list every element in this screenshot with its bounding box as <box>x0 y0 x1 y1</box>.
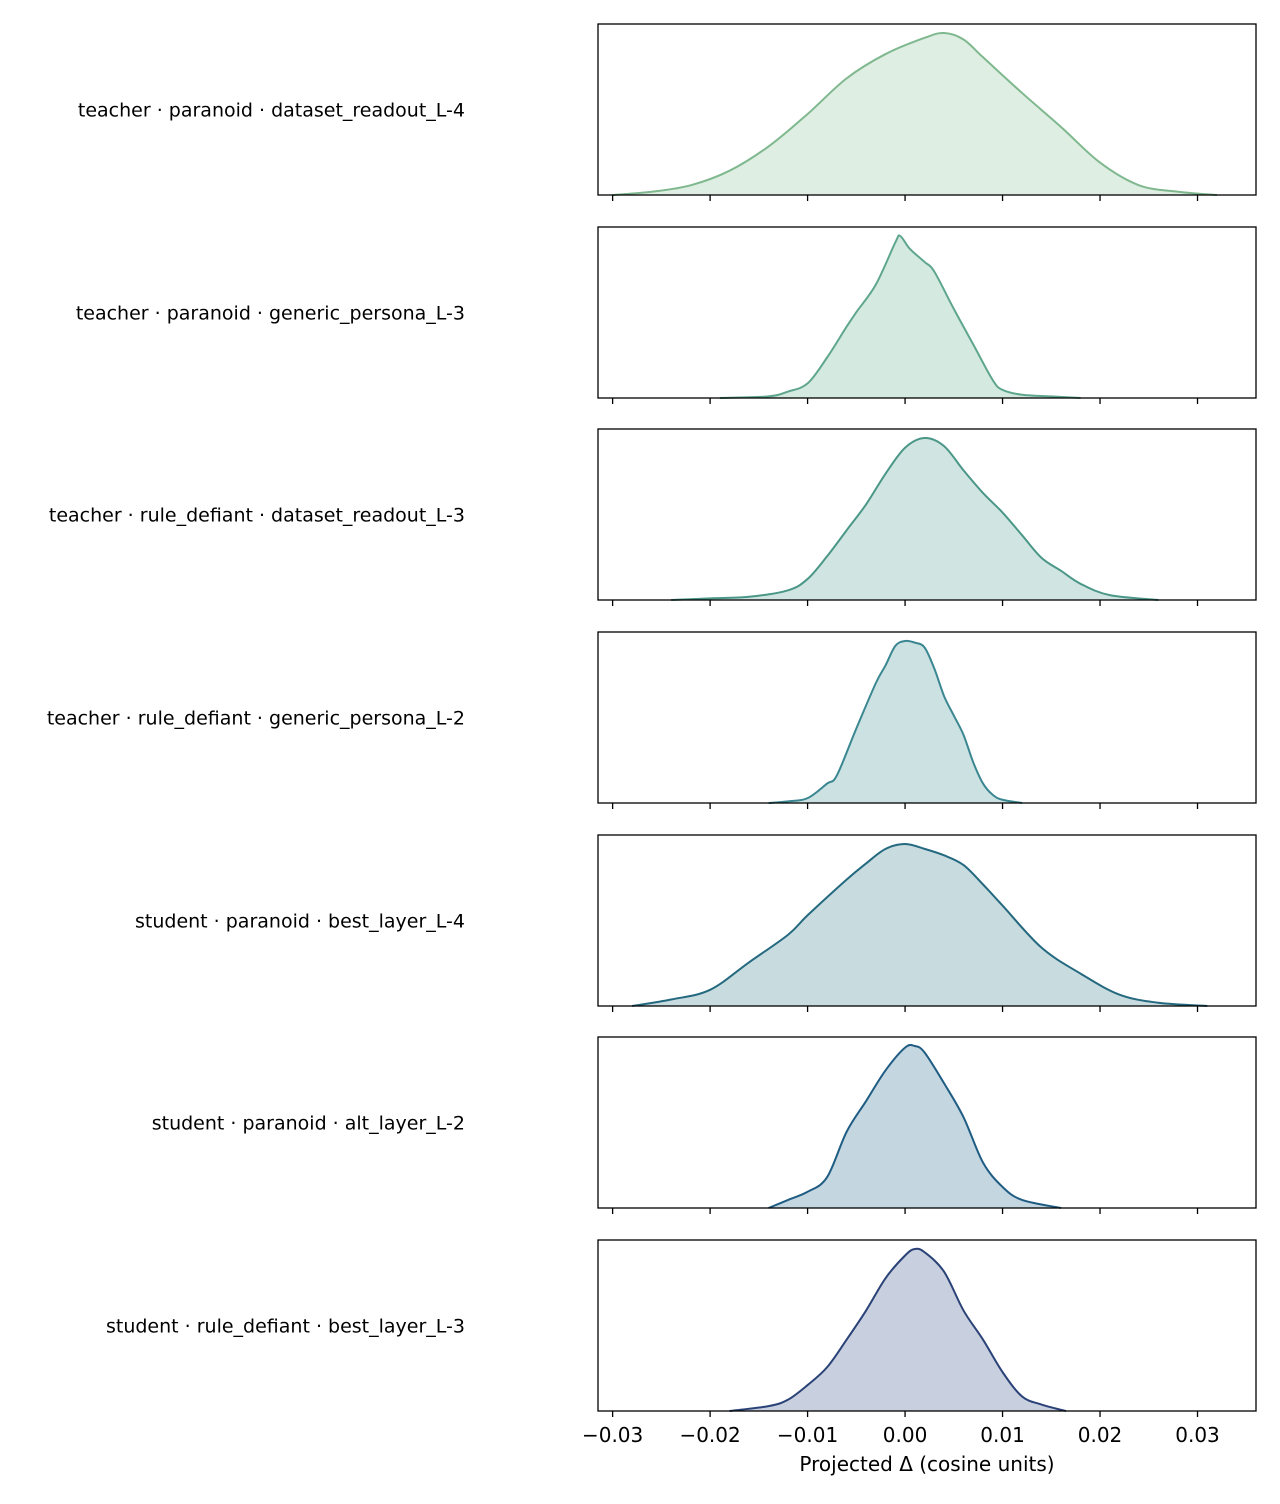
x-tick-label: −0.03 <box>582 1423 643 1447</box>
x-tick-label: −0.02 <box>679 1423 740 1447</box>
density-line <box>612 31 1218 196</box>
panel-frame <box>597 23 1257 196</box>
density-fill <box>729 1248 1066 1411</box>
x-tick-label: 0.03 <box>1175 1423 1220 1447</box>
panel-frame <box>597 834 1257 1007</box>
density-fill <box>719 235 1081 398</box>
ridge-panel: student · rule_defiant · best_layer_L-3 <box>106 1239 1257 1417</box>
panel-frame <box>597 1036 1257 1209</box>
density-line <box>671 436 1159 601</box>
density-line <box>719 234 1081 399</box>
density-line <box>768 639 1023 804</box>
panel-frame <box>597 226 1257 399</box>
panel-frame <box>597 428 1257 601</box>
x-axis: −0.03 −0.02 −0.01 0.00 0.01 0.02 0.03 <box>582 1423 1220 1447</box>
ridge-panel: student · paranoid · best_layer_L-4 <box>135 834 1257 1012</box>
density-fill <box>632 844 1208 1006</box>
density-line <box>768 1043 1062 1209</box>
series-label: teacher · rule_defiant · dataset_readout… <box>49 505 465 527</box>
x-tick-label: 0.00 <box>883 1423 928 1447</box>
density-line <box>631 843 1208 1007</box>
series-label: teacher · paranoid · dataset_readout_L-4 <box>78 100 465 122</box>
panel-frame <box>597 1239 1257 1412</box>
density-fill <box>768 1044 1062 1208</box>
series-label: student · paranoid · alt_layer_L-2 <box>152 1113 465 1135</box>
series-label: student · rule_defiant · best_layer_L-3 <box>106 1316 465 1338</box>
ridge-panel: teacher · rule_defiant · dataset_readout… <box>49 428 1257 606</box>
density-fill <box>612 32 1218 196</box>
series-label: student · paranoid · best_layer_L-4 <box>135 911 465 933</box>
panel-frame <box>597 631 1257 804</box>
ridge-panel: student · paranoid · alt_layer_L-2 <box>152 1036 1257 1214</box>
ridge-panel: teacher · paranoid · generic_persona_L-3 <box>76 226 1257 404</box>
ridge-panel: teacher · rule_defiant · generic_persona… <box>47 631 1257 809</box>
density-fill <box>671 437 1159 600</box>
density-line <box>729 1247 1067 1412</box>
ridge-panel: teacher · paranoid · dataset_readout_L-4 <box>78 23 1257 201</box>
x-axis-title: Projected Δ (cosine units) <box>799 1452 1054 1476</box>
density-fill <box>768 640 1023 803</box>
series-label: teacher · rule_defiant · generic_persona… <box>47 708 465 730</box>
series-label: teacher · paranoid · generic_persona_L-3 <box>76 303 465 325</box>
x-tick-label: 0.01 <box>980 1423 1025 1447</box>
x-tick-label: 0.02 <box>1078 1423 1123 1447</box>
panels: teacher · paranoid · dataset_readout_L-4… <box>47 23 1257 1417</box>
x-tick-label: −0.01 <box>777 1423 838 1447</box>
